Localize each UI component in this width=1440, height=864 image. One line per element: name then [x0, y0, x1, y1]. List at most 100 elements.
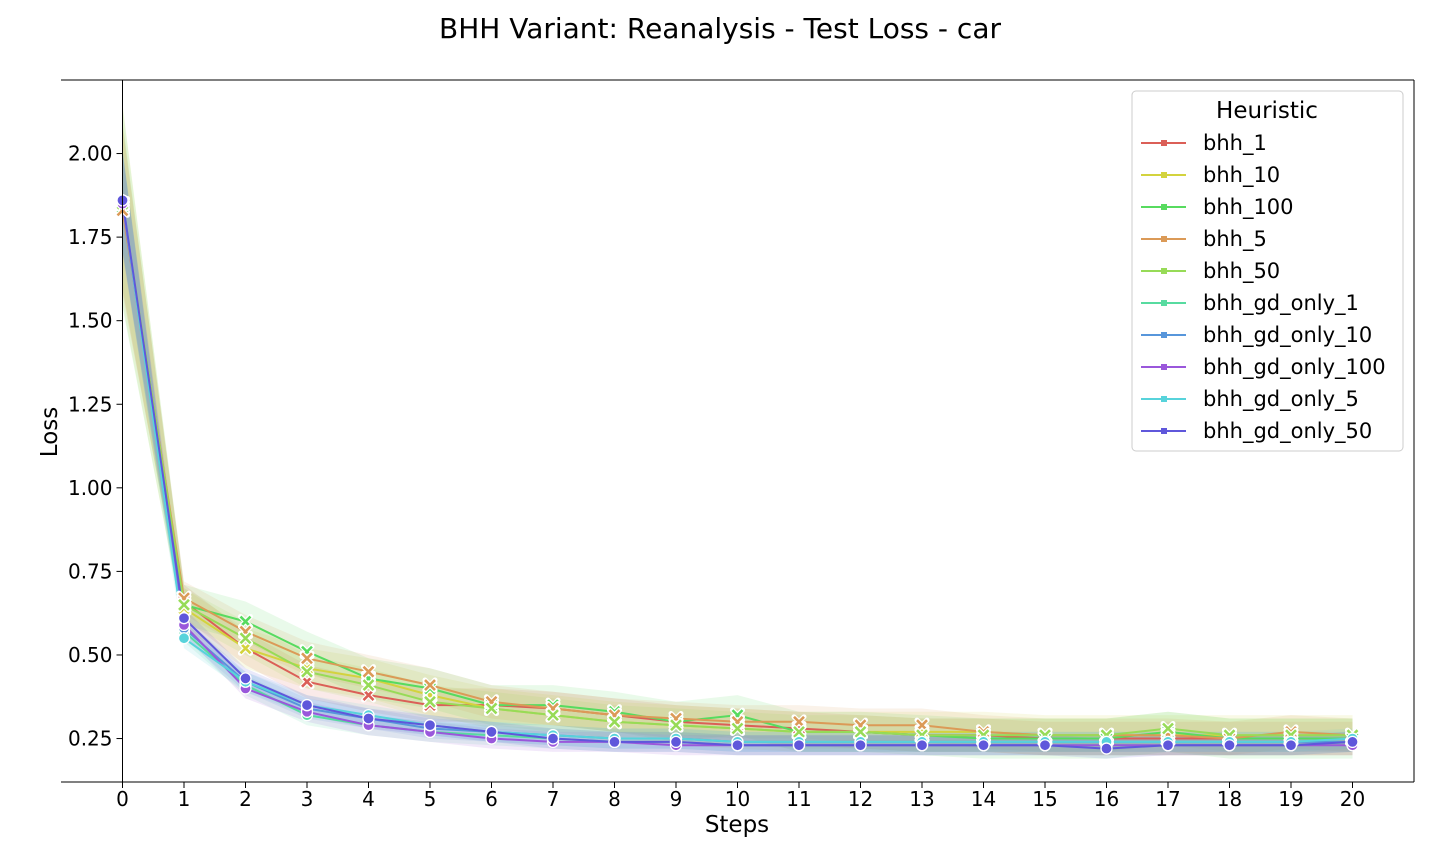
legend-label: bhh_10 [1203, 163, 1280, 188]
y-axis-title: Loss [37, 407, 63, 457]
point-bhh_5 [299, 650, 315, 666]
legend-label: bhh_100 [1203, 195, 1294, 220]
marker-stroke [239, 632, 252, 645]
x-axis-title: Steps [705, 812, 769, 838]
point-bhh_gd_only_50 [731, 739, 744, 752]
legend-label: bhh_gd_only_100 [1203, 355, 1386, 380]
point-bhh_gd_only_50 [546, 732, 560, 745]
marker-stroke [424, 679, 436, 691]
x-tick-label: 14 [971, 787, 996, 811]
point-bhh_gd_only_50 [608, 735, 621, 749]
marker-stroke [485, 702, 498, 715]
y-tick-label: 2.00 [68, 142, 113, 166]
point-bhh_5 [422, 677, 438, 693]
point-bhh_gd_only_50 [423, 719, 437, 732]
point-bhh_50 [853, 724, 868, 740]
point-bhh_gd_only_50 [177, 612, 191, 625]
marker-stroke [670, 719, 682, 732]
chart-title: BHH Variant: Reanalysis - Test Loss - ca… [439, 12, 1001, 45]
legend-frame [1131, 90, 1404, 452]
legend-entry-bhh_1: bhh_1 [1141, 131, 1267, 156]
point-bhh_50 [1160, 721, 1176, 737]
point-bhh_gd_only_50 [977, 739, 990, 752]
legend-swatch-marker [1161, 332, 1167, 338]
point-bhh_50 [545, 707, 561, 723]
y-tick-label: 0.75 [68, 559, 113, 583]
legend-entry-bhh_gd_only_10: bhh_gd_only_10 [1141, 323, 1372, 348]
legend-entries: bhh_1 bhh_10 bhh_100 bhh_5 bhh_50 bhh_gd_only… [1141, 131, 1386, 444]
marker-stroke [793, 725, 805, 738]
series-markers [115, 194, 1360, 755]
point-bhh_50 [484, 700, 499, 716]
x-tick-label: 4 [362, 787, 375, 811]
marker-stroke [608, 715, 621, 728]
point-bhh_50 [791, 724, 807, 740]
point-bhh_gd_only_50 [1223, 739, 1236, 752]
y-tick-label: 0.25 [68, 727, 113, 751]
point-bhh_gd_only_5 [177, 632, 191, 645]
x-tick-label: 11 [786, 787, 811, 811]
point-bhh_50 [668, 717, 684, 733]
x-tick-label: 3 [301, 787, 314, 811]
x-tick-label: 19 [1278, 787, 1303, 811]
x-tick-label: 0 [116, 787, 129, 811]
marker-stroke [301, 665, 313, 678]
x-tick-label: 9 [670, 787, 683, 811]
x-tick-label: 15 [1032, 787, 1057, 811]
marker-stroke [1162, 722, 1174, 735]
legend-swatch-marker [1161, 428, 1167, 434]
marker-stroke [362, 679, 375, 691]
x-tick-label: 12 [848, 787, 873, 811]
legend-entry-bhh_100: bhh_100 [1141, 195, 1294, 220]
marker-stroke [178, 598, 190, 611]
legend-label: bhh_gd_only_1 [1203, 291, 1359, 316]
legend-label: bhh_50 [1203, 259, 1280, 284]
y-tick-label: 1.00 [68, 476, 113, 500]
legend-swatch-marker [1161, 172, 1167, 178]
marker-stroke [547, 709, 559, 722]
x-tick-label: 1 [178, 787, 191, 811]
point-bhh_gd_only_50 [1284, 739, 1298, 752]
x-tick-label: 13 [909, 787, 934, 811]
point-bhh_5 [361, 664, 376, 680]
y-tick-label: 1.75 [68, 225, 113, 249]
band-bhh_gd_only_100 [122, 153, 1353, 756]
marker-stroke [301, 652, 313, 665]
legend-label: bhh_1 [1203, 131, 1267, 156]
legend-title: Heuristic [1216, 98, 1318, 124]
marker-stroke [854, 725, 867, 738]
point-bhh_50 [607, 714, 622, 730]
confidence-bands [122, 103, 1353, 759]
axes: 0 1 2 3 4 5 6 7 8 9 10 11 12 13 14 15 16 17 18 19 200.250.50… [61, 79, 1415, 811]
point-bhh_gd_only_50 [669, 735, 683, 749]
x-tick-label: 20 [1340, 787, 1365, 811]
legend-swatch-marker [1161, 396, 1167, 402]
x-tick-label: 6 [485, 787, 498, 811]
legend: Heuristic bhh_1 bhh_10 bhh_100 bhh_5 bhh_50b… [1131, 90, 1404, 452]
y-tick-label: 1.50 [68, 309, 113, 333]
legend-label: bhh_gd_only_50 [1203, 419, 1372, 444]
marker-stroke [362, 665, 375, 678]
x-tick-label: 17 [1155, 787, 1180, 811]
point-bhh_50 [361, 677, 376, 693]
legend-swatch-marker [1161, 300, 1167, 306]
x-tick-label: 18 [1217, 787, 1242, 811]
legend-label: bhh_gd_only_5 [1203, 387, 1359, 412]
legend-swatch-marker [1161, 140, 1167, 146]
point-bhh_50 [238, 630, 253, 646]
x-tick-label: 5 [424, 787, 437, 811]
x-tick-label: 2 [239, 787, 252, 811]
legend-entry-bhh_gd_only_100: bhh_gd_only_100 [1141, 355, 1386, 380]
legend-entry-bhh_gd_only_5: bhh_gd_only_5 [1141, 387, 1359, 412]
point-bhh_50 [422, 694, 438, 710]
legend-swatch-marker [1161, 236, 1167, 242]
point-bhh_gd_only_50 [915, 739, 929, 752]
point-bhh_gd_only_50 [1346, 735, 1359, 749]
point-bhh_gd_only_50 [1161, 739, 1175, 752]
legend-entry-bhh_5: bhh_5 [1141, 227, 1267, 252]
point-bhh_gd_only_50 [300, 698, 314, 712]
point-bhh_gd_only_50 [239, 672, 252, 685]
x-tick-label: 10 [725, 787, 750, 811]
point-bhh_gd_only_50 [854, 739, 867, 752]
